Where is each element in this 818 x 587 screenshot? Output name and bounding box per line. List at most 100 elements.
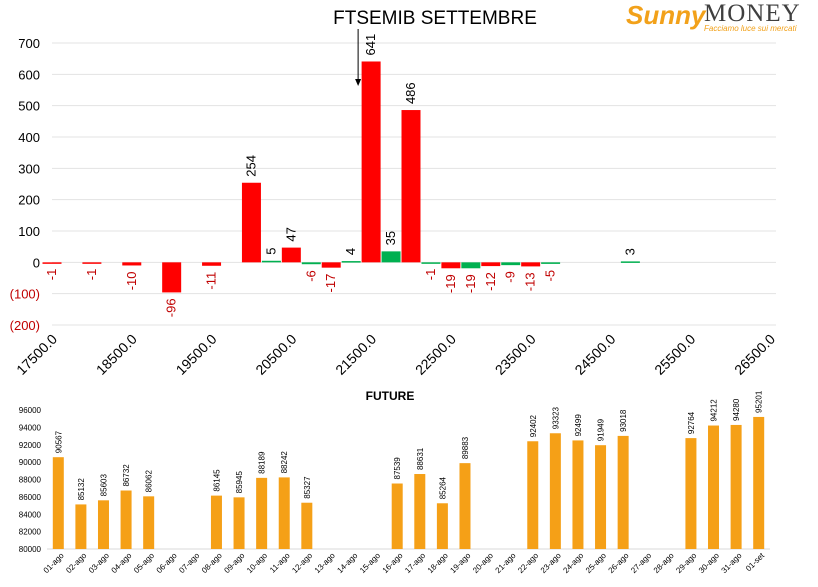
future-bar <box>549 433 561 549</box>
data-label: -9 <box>503 271 518 283</box>
data-label: 88242 <box>280 451 289 474</box>
x-tick-label: 06-ago <box>155 551 179 575</box>
y-tick-label: 600 <box>18 67 40 82</box>
x-tick-label: 20-ago <box>471 551 495 575</box>
y-tick-label: 400 <box>18 130 40 145</box>
data-label: -1 <box>423 269 438 281</box>
data-label: 86732 <box>122 464 131 487</box>
x-tick-label: 13-ago <box>313 551 337 575</box>
future-bar <box>75 504 87 549</box>
x-tick-label: 09-ago <box>222 551 246 575</box>
data-label: 93323 <box>551 406 560 429</box>
red-bar <box>82 262 102 264</box>
data-label: 92764 <box>687 411 696 434</box>
data-label: 85945 <box>235 471 244 494</box>
future-bar <box>301 502 313 549</box>
x-tick-label: 01-ago <box>42 551 66 575</box>
red-bar <box>321 262 341 268</box>
sunny-money-logo: Sunny MONEY Facciamo luce sui mercati <box>626 0 816 36</box>
x-tick-label: 14-ago <box>335 551 359 575</box>
x-tick-label: 18-ago <box>426 551 450 575</box>
green-bar <box>301 262 321 265</box>
x-tick-label: 19-ago <box>448 551 472 575</box>
red-bar <box>281 247 301 263</box>
x-tick-label: 27-ago <box>629 551 653 575</box>
future-bar <box>391 483 403 549</box>
x-tick-label: 30-ago <box>697 551 721 575</box>
data-label: 3 <box>622 248 637 255</box>
future-bar <box>256 477 268 549</box>
x-tick-label: 03-ago <box>87 551 111 575</box>
y-tick-label: 92000 <box>19 441 42 450</box>
data-label: -19 <box>463 274 478 293</box>
logo-tagline: Facciamo luce sui mercati <box>704 24 797 33</box>
x-tick-label: 25-ago <box>584 551 608 575</box>
data-label: 94280 <box>732 398 741 421</box>
green-bar <box>261 260 281 263</box>
data-label: -5 <box>543 270 558 282</box>
data-label: 86145 <box>212 469 221 492</box>
future-bar <box>708 425 720 549</box>
data-label: 92499 <box>574 414 583 437</box>
x-tick-label: 01-set <box>744 551 767 574</box>
x-tick-label: 28-ago <box>652 551 676 575</box>
green-bar <box>541 262 561 264</box>
y-tick-label: 82000 <box>19 528 42 537</box>
x-tick-label: 17-ago <box>403 551 427 575</box>
data-label: 35 <box>383 231 398 245</box>
red-bar <box>122 262 142 266</box>
red-bar <box>401 110 421 263</box>
y-tick-label: 94000 <box>19 423 42 432</box>
red-bar <box>241 182 261 263</box>
data-label: 86062 <box>145 470 154 493</box>
red-bar <box>441 262 461 269</box>
x-tick-label: 22-ago <box>516 551 540 575</box>
data-label: -19 <box>443 274 458 293</box>
data-label: 88631 <box>416 447 425 470</box>
green-bar <box>381 251 401 263</box>
data-label: 89883 <box>461 436 470 459</box>
x-tick-label: 05-ago <box>132 551 156 575</box>
x-tick-label: 07-ago <box>177 551 201 575</box>
future-bar <box>595 445 607 549</box>
x-tick-label: 29-ago <box>674 551 698 575</box>
red-bar <box>521 262 541 267</box>
future-chart-title: FUTURE <box>365 389 415 403</box>
future-bar <box>685 438 697 549</box>
data-label: 254 <box>243 155 258 177</box>
green-bar <box>421 262 441 264</box>
data-label: 47 <box>283 227 298 241</box>
future-bar <box>753 416 765 549</box>
future-bar <box>278 477 290 549</box>
data-label: -1 <box>84 269 99 281</box>
data-label: 5 <box>263 248 278 255</box>
logo-brand-suffix: MONEY <box>704 0 801 27</box>
future-bar <box>233 497 245 549</box>
future-bar <box>617 435 629 549</box>
y-tick-label: 700 <box>18 36 40 51</box>
x-tick-label: 26-ago <box>607 551 631 575</box>
future-bar <box>97 500 109 549</box>
data-label: -12 <box>483 272 498 291</box>
options-chart-title: FTSEMIB SETTEMBRE <box>333 8 537 29</box>
green-bar <box>620 261 640 263</box>
data-label: -13 <box>523 272 538 291</box>
data-label: 85327 <box>303 476 312 499</box>
green-bar <box>461 262 481 269</box>
x-tick-label: 15-ago <box>358 551 382 575</box>
y-tick-label: 500 <box>18 99 40 114</box>
data-label: -11 <box>204 272 219 290</box>
data-label: 95201 <box>755 390 764 413</box>
data-label: -10 <box>124 271 139 290</box>
x-tick-label: 02-ago <box>64 551 88 575</box>
red-bar <box>42 262 62 264</box>
y-tick-label: 300 <box>18 161 40 176</box>
future-bar <box>730 424 742 549</box>
data-label: 90567 <box>54 430 63 453</box>
x-tick-label: 04-ago <box>110 551 134 575</box>
data-label: 87539 <box>393 457 402 480</box>
future-bar <box>52 457 64 549</box>
data-label: 88189 <box>258 451 267 474</box>
x-tick-label: 23-ago <box>539 551 563 575</box>
